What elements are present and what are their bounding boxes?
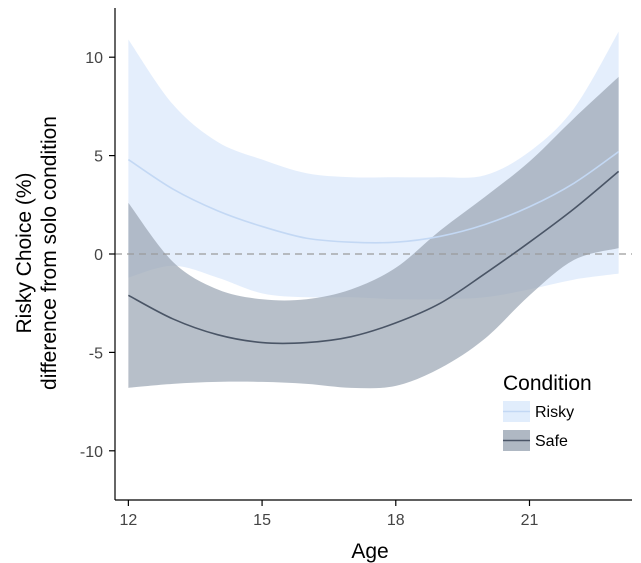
line-risky [127, 151, 620, 244]
y-axis-ticks: -10 -5 0 5 10 [80, 50, 115, 461]
y-tick-label-10: 10 [85, 50, 103, 67]
y-axis-title-line1: Risky Choice (%) [13, 172, 36, 333]
confidence-bands [128, 31, 619, 389]
trend-lines [127, 151, 620, 345]
legend-title: Condition [503, 372, 592, 395]
y-tick-label--10: -10 [80, 444, 103, 461]
legend: Condition Risky Safe [503, 372, 592, 451]
x-axis-title: Age [351, 540, 388, 563]
x-tick-label-15: 15 [253, 512, 271, 529]
x-tick-label-21: 21 [521, 512, 539, 529]
legend-label-risky: Risky [535, 404, 574, 421]
band-safe [128, 76, 619, 389]
y-tick-label--5: -5 [89, 345, 103, 362]
x-tick-label-18: 18 [387, 512, 405, 529]
x-tick-label-12: 12 [119, 512, 137, 529]
line-safe [127, 170, 620, 345]
y-tick-label-0: 0 [94, 247, 103, 264]
legend-label-safe: Safe [535, 433, 568, 450]
x-axis-ticks: 12 15 18 21 [119, 500, 538, 529]
y-tick-label-5: 5 [94, 149, 103, 166]
y-axis-title-line2: difference from solo condition [38, 116, 61, 390]
